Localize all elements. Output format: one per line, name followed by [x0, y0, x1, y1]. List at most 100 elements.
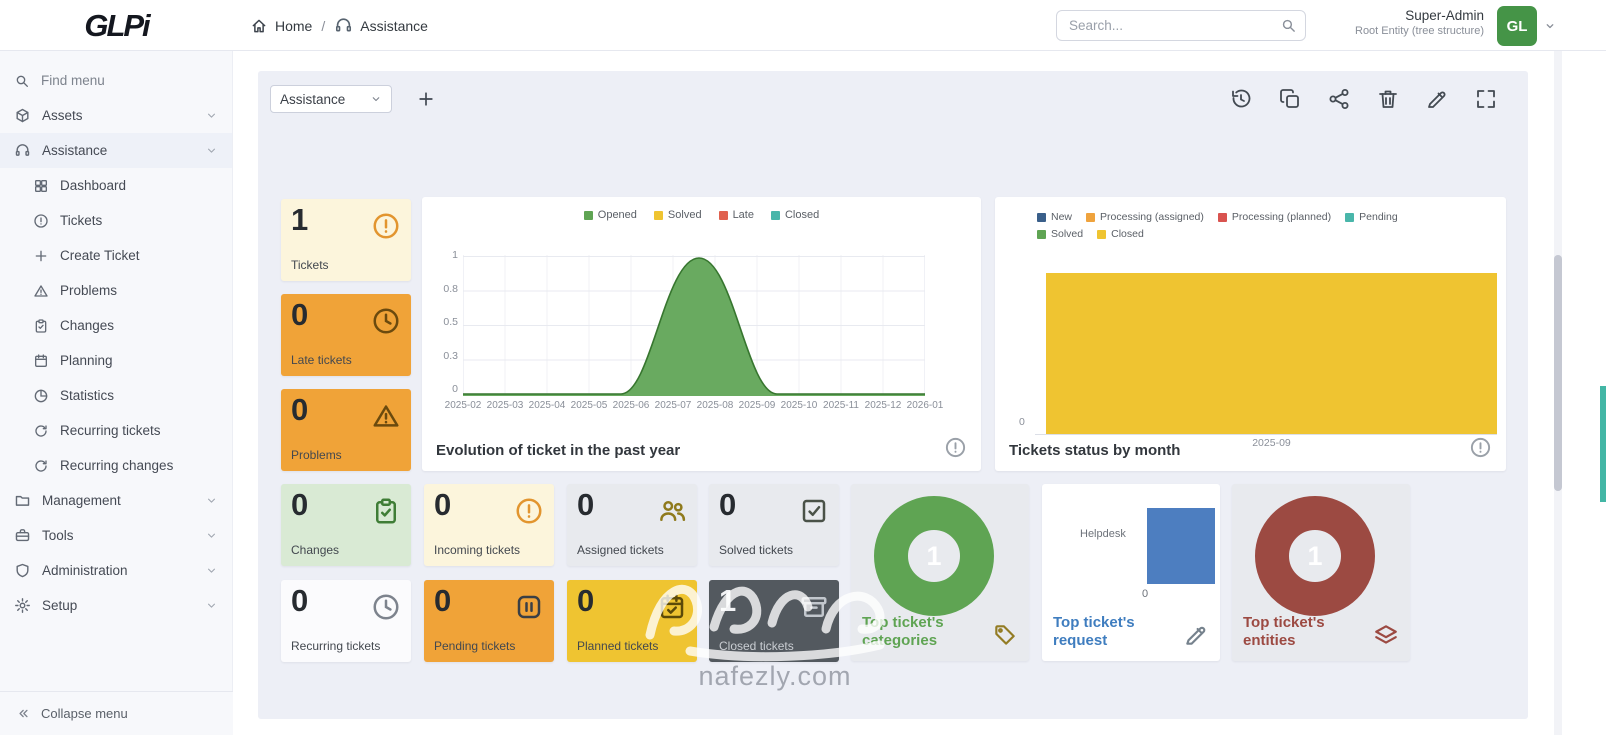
find-menu[interactable]: Find menu — [0, 63, 232, 98]
sidebar-item-assets[interactable]: Assets — [0, 98, 232, 133]
clipboard-check-icon — [33, 318, 49, 334]
warning-triangle-icon — [33, 283, 49, 299]
chevron-down-icon — [205, 564, 218, 577]
folder-icon — [14, 492, 31, 509]
sidebar-item-recurring-changes[interactable]: Recurring changes — [0, 448, 232, 483]
axis-tick-label: 2025-09 — [738, 400, 776, 411]
stat-value: 0 — [434, 487, 452, 522]
closed-tickets-stat-card[interactable]: 1 Closed tickets — [709, 580, 839, 662]
dashboard-actions — [1229, 87, 1498, 111]
add-dashboard-button[interactable] — [416, 89, 436, 109]
sidebar-item-changes[interactable]: Changes — [0, 308, 232, 343]
sidebar-item-setup[interactable]: Setup — [0, 588, 232, 623]
sidebar-item-label: Recurring tickets — [60, 423, 161, 438]
sidebar-item-statistics[interactable]: Statistics — [0, 378, 232, 413]
breadcrumb-separator: / — [321, 17, 326, 34]
search-input[interactable] — [1056, 10, 1306, 41]
late-tickets-stat-card[interactable]: 0 Late tickets — [281, 294, 411, 376]
scrollbar-thumb[interactable] — [1554, 255, 1562, 491]
chevrons-left-icon — [16, 706, 31, 721]
stat-value: 1 — [291, 202, 309, 237]
sidebar-item-create-ticket[interactable]: Create Ticket — [0, 238, 232, 273]
sidebar-item-tickets[interactable]: Tickets — [0, 203, 232, 238]
home-icon — [250, 17, 268, 35]
sidebar-item-tools[interactable]: Tools — [0, 518, 232, 553]
stat-value: 0 — [291, 487, 309, 522]
watermark-text: nafezly.com — [698, 661, 852, 691]
calendar-icon — [33, 353, 49, 369]
stat-label: Assigned tickets — [577, 543, 664, 557]
alert-circle-icon[interactable] — [1469, 436, 1492, 459]
copy-icon[interactable] — [1278, 87, 1302, 111]
axis-tick-label: 2025-04 — [528, 400, 566, 411]
sidebar-item-dashboard[interactable]: Dashboard — [0, 168, 232, 203]
top-categories-card[interactable]: 1 Top ticket's categories — [851, 484, 1029, 661]
stat-value: 0 — [291, 392, 309, 427]
tickets-stat-card[interactable]: 1 Tickets — [281, 199, 411, 281]
y-axis-tick: 0 — [1142, 588, 1149, 600]
layers-icon — [1373, 622, 1399, 648]
sidebar-item-planning[interactable]: Planning — [0, 343, 232, 378]
sidebar-item-label: Statistics — [60, 388, 115, 403]
recurring-tickets-stat-card[interactable]: 0 Recurring tickets — [281, 580, 411, 662]
sidebar-item-administration[interactable]: Administration — [0, 553, 232, 588]
stat-value: 0 — [434, 583, 452, 618]
trash-icon[interactable] — [1376, 87, 1400, 111]
planned-tickets-stat-card[interactable]: 0 Planned tickets — [567, 580, 697, 662]
edit-icon[interactable] — [1425, 87, 1449, 111]
stat-value: 1 — [719, 583, 737, 618]
card-title: Top ticket's request — [1053, 613, 1135, 650]
check-square-icon — [799, 496, 829, 526]
stat-label: Solved tickets — [719, 543, 794, 557]
chevron-down-icon — [205, 144, 218, 157]
avatar[interactable]: GL — [1497, 6, 1537, 46]
assigned-tickets-stat-card[interactable]: 0 Assigned tickets — [567, 484, 697, 566]
breadcrumb-home-label: Home — [275, 17, 313, 34]
fullscreen-icon[interactable] — [1474, 87, 1498, 111]
search-icon[interactable] — [1280, 17, 1297, 34]
evolution-chart-card[interactable]: Opened Solved Late Closed 1 0.8 0.5 0.3 0 2025-… — [422, 197, 981, 471]
watermark-artifact — [1600, 386, 1606, 502]
sidebar-item-assistance[interactable]: Assistance — [0, 133, 232, 168]
legend-item: Solved — [653, 209, 702, 221]
status-chart-card[interactable]: New Processing (assigned) Processing (plan… — [995, 197, 1506, 471]
problems-stat-card[interactable]: 0 Problems — [281, 389, 411, 471]
breadcrumb-assistance-link[interactable]: Assistance — [334, 16, 428, 35]
sidebar-item-label: Dashboard — [60, 178, 127, 193]
card-title: Top ticket's entities — [1243, 613, 1325, 650]
chart-title: Tickets status by month — [1009, 442, 1181, 459]
incoming-tickets-stat-card[interactable]: 0 Incoming tickets — [424, 484, 554, 566]
breadcrumb-home-link[interactable]: Home — [250, 17, 312, 35]
exclamation-circle-icon — [33, 213, 49, 229]
sidebar-item-recurring-tickets[interactable]: Recurring tickets — [0, 413, 232, 448]
sidebar-item-management[interactable]: Management — [0, 483, 232, 518]
collapse-menu-button[interactable]: Collapse menu — [0, 691, 233, 735]
solved-tickets-stat-card[interactable]: 0 Solved tickets — [709, 484, 839, 566]
top-request-card[interactable]: Helpdesk 0 Top ticket's request — [1042, 484, 1220, 661]
top-entities-card[interactable]: 1 Top ticket's entities — [1232, 484, 1410, 661]
axis-tick-label: 0.3 — [443, 349, 458, 362]
pending-tickets-stat-card[interactable]: 0 Pending tickets — [424, 580, 554, 662]
sidebar-item-label: Recurring changes — [60, 458, 174, 473]
clock-icon — [371, 592, 401, 622]
chevron-down-icon[interactable] — [1544, 20, 1556, 32]
share-icon[interactable] — [1327, 87, 1351, 111]
stat-label: Closed tickets — [719, 639, 794, 653]
changes-stat-card[interactable]: 0 Changes — [281, 484, 411, 566]
axis-tick-label: 1 — [452, 249, 458, 261]
warning-triangle-icon — [371, 401, 401, 431]
legend-item: Closed — [1097, 228, 1144, 240]
chevron-down-icon — [205, 109, 218, 122]
collapse-menu-label: Collapse menu — [41, 706, 128, 721]
alert-circle-icon[interactable] — [944, 436, 967, 459]
chevron-down-icon — [205, 494, 218, 507]
dashboard-select[interactable]: Assistance — [270, 85, 392, 113]
legend-item: Solved — [1037, 228, 1083, 240]
sidebar-item-problems[interactable]: Problems — [0, 273, 232, 308]
stat-label: Incoming tickets — [434, 543, 521, 557]
history-icon[interactable] — [1229, 87, 1253, 111]
glpi-logo[interactable]: GLPi — [84, 7, 150, 43]
breadcrumb-current-label: Assistance — [360, 17, 428, 34]
user-name: Super-Admin — [1405, 8, 1484, 23]
stat-value: 0 — [291, 297, 309, 332]
